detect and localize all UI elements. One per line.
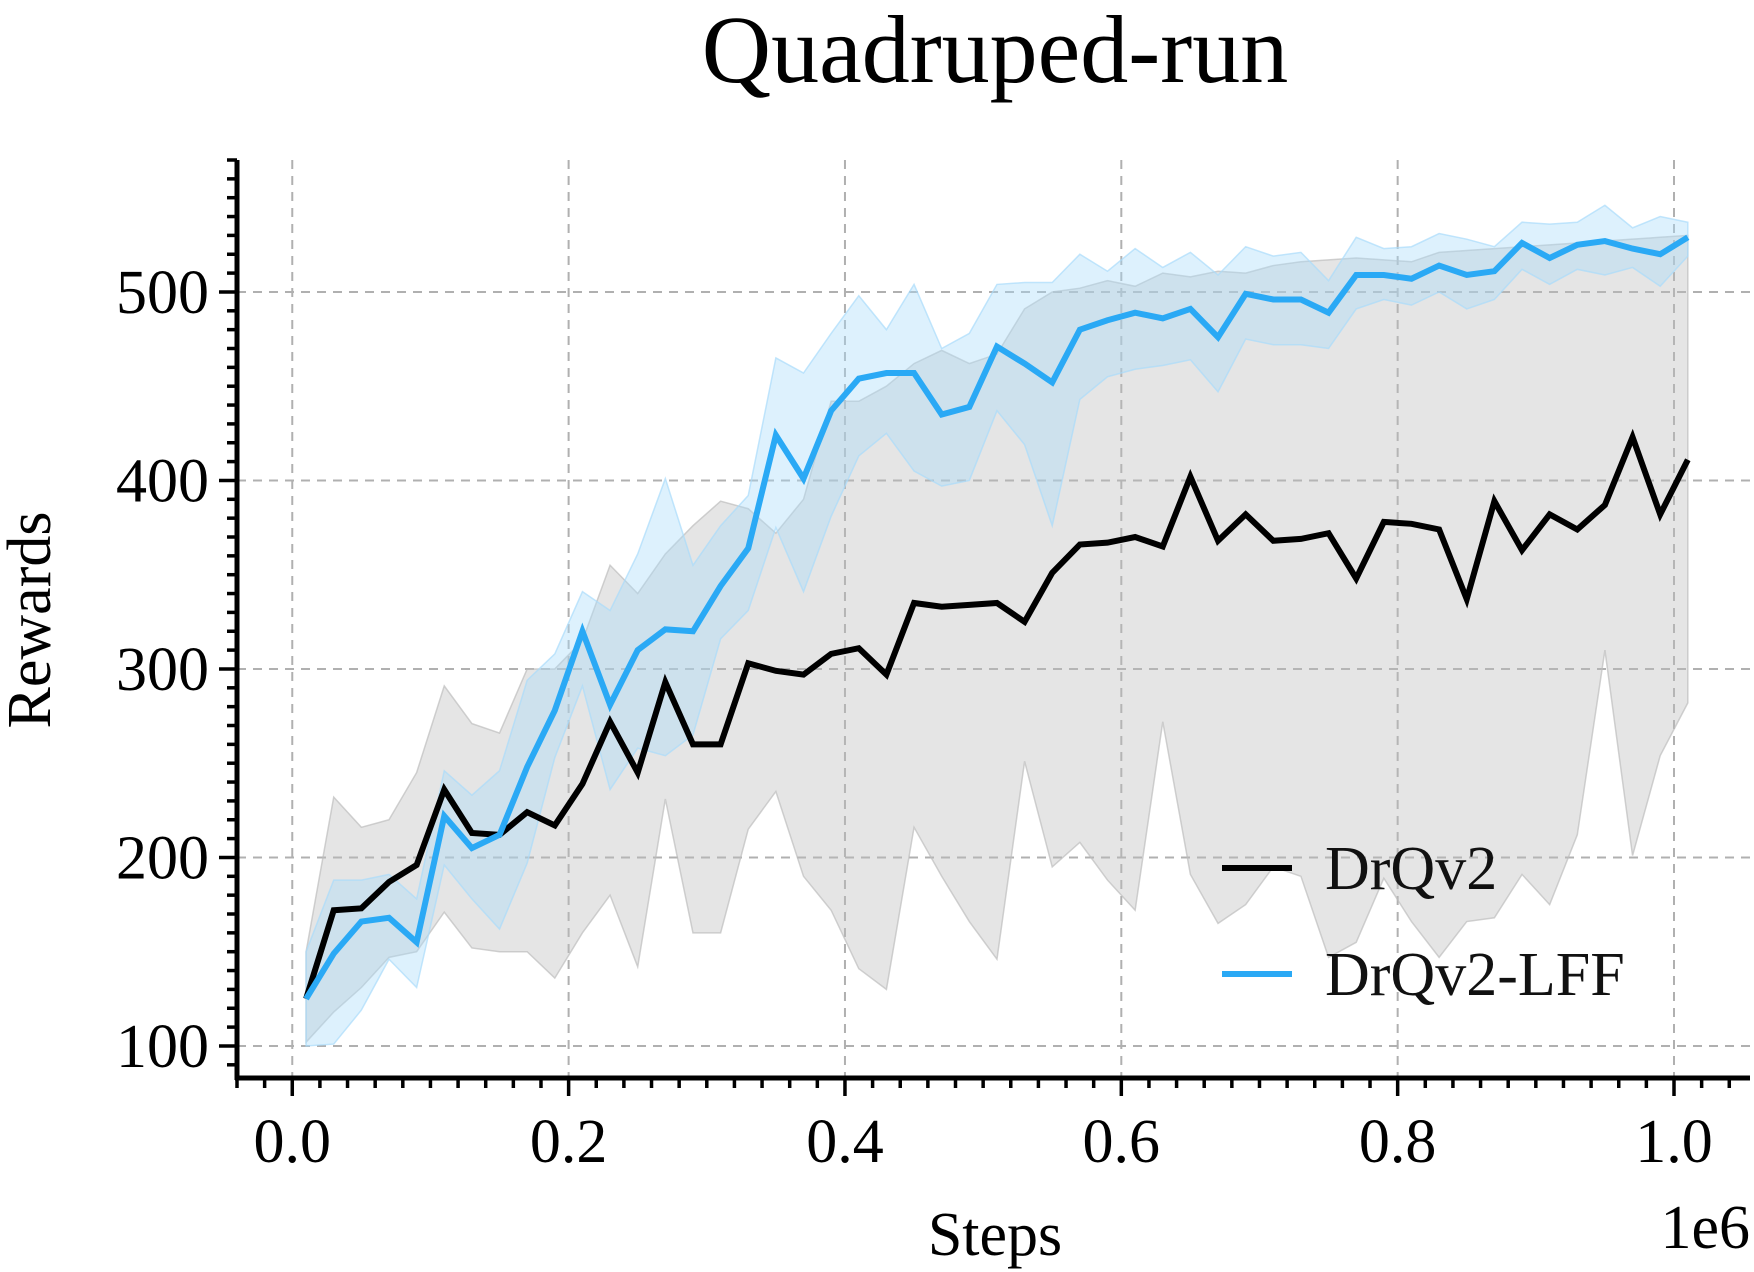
y-tick-label: 300: [116, 636, 209, 704]
y-axis-label: Rewards: [0, 512, 64, 729]
band-drqv2: [305, 234, 1689, 1045]
chart-title: Quadruped-run: [702, 0, 1288, 103]
series-lines: [303, 234, 1691, 1001]
legend: DrQv2 DrQv2-LFF: [1222, 835, 1625, 1009]
y-tick-label: 400: [116, 447, 209, 515]
legend-label-drqv2-lff: DrQv2-LFF: [1325, 941, 1625, 1009]
x-axis-label: Steps: [928, 1201, 1062, 1269]
x-tick-label: 0.0: [254, 1108, 332, 1176]
x-tick-label: 0.4: [806, 1108, 884, 1176]
x-tick-label: 0.6: [1083, 1108, 1161, 1176]
y-tick-label: 200: [116, 824, 209, 892]
ticks: 0.0 0.2 0.4 0.6 0.8 1.0 100 200 300 400 500: [116, 158, 1732, 1176]
line-drqv2-lff: [303, 234, 1690, 1001]
legend-label-drqv2: DrQv2: [1325, 835, 1497, 903]
line-drqv2: [303, 428, 1691, 1000]
x-tick-label: 0.8: [1359, 1108, 1437, 1176]
x-axis-offset-label: 1e6: [1660, 1194, 1750, 1262]
axes: [234, 160, 1750, 1081]
y-tick-label: 100: [116, 1013, 209, 1081]
x-tick-label: 0.2: [530, 1108, 608, 1176]
x-tick-label: 1.0: [1635, 1108, 1713, 1176]
y-tick-label: 500: [116, 259, 209, 327]
confidence-bands: [305, 204, 1689, 1047]
